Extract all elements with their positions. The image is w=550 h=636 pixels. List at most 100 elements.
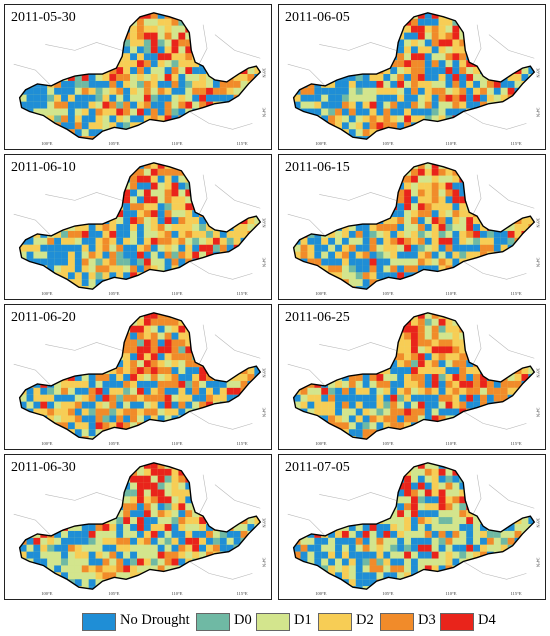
drought-cell [144, 293, 151, 299]
drought-cell [268, 40, 271, 47]
drought-cell [542, 312, 545, 319]
drought-cell [164, 74, 172, 81]
drought-cell [116, 32, 124, 40]
x-tick-label: 115°E [237, 141, 248, 146]
drought-cell [102, 272, 110, 280]
drought-cell [206, 230, 213, 238]
drought-cell [362, 387, 370, 395]
drought-cell [480, 318, 487, 326]
drought-cell [431, 74, 439, 81]
drought-cell [130, 429, 138, 437]
drought-cell [143, 210, 151, 218]
drought-cell [528, 312, 535, 319]
drought-cell [26, 53, 34, 61]
drought-cell [199, 25, 207, 33]
drought-cell [390, 332, 398, 340]
drought-cell [261, 169, 268, 176]
drought-cell [26, 272, 34, 280]
drought-cell [220, 143, 227, 149]
drought-cell [206, 74, 213, 81]
drought-cell [424, 353, 432, 361]
drought-cell [233, 32, 241, 40]
drought-cell [514, 25, 522, 33]
drought-cell [137, 203, 144, 211]
drought-cell [109, 318, 117, 326]
drought-cell [424, 94, 432, 102]
drought-cell [74, 80, 82, 88]
drought-cell [233, 237, 241, 245]
drought-cell [300, 272, 308, 280]
drought-cell [220, 443, 227, 449]
drought-cell [348, 244, 356, 252]
drought-cell [508, 5, 515, 12]
drought-cell [355, 101, 363, 109]
drought-cell [300, 332, 308, 340]
drought-cell [287, 436, 294, 443]
drought-cell [88, 230, 96, 238]
drought-cell [233, 25, 241, 33]
drought-cell [247, 155, 254, 162]
drought-cell [355, 18, 363, 26]
drought-cell [280, 429, 287, 436]
drought-cell [144, 443, 151, 449]
drought-cell [424, 162, 432, 169]
drought-cell [383, 12, 391, 19]
drought-cell [171, 279, 179, 287]
drought-cell [424, 25, 432, 33]
drought-cell [47, 182, 55, 190]
drought-cell [280, 74, 287, 81]
drought-cell [466, 32, 474, 40]
drought-cell [226, 244, 234, 252]
drought-cell [390, 32, 398, 40]
drought-cell [411, 380, 418, 388]
drought-cell [452, 122, 460, 130]
drought-cell [157, 237, 165, 245]
drought-cell [185, 182, 193, 190]
drought-cell [54, 325, 62, 333]
drought-cell [328, 25, 336, 33]
drought-cell [19, 401, 27, 409]
drought-cell [226, 129, 234, 137]
drought-cell [61, 380, 68, 388]
drought-cell [404, 339, 412, 347]
drought-cell [452, 60, 460, 68]
drought-cell [178, 312, 186, 319]
drought-cell [438, 251, 446, 259]
x-tick-label: 115°E [511, 141, 522, 146]
drought-cell [54, 94, 62, 102]
drought-cell [383, 94, 391, 102]
drought-cell [445, 244, 453, 252]
drought-cell [109, 168, 117, 176]
drought-cell [192, 325, 200, 333]
drought-cell [397, 189, 405, 197]
drought-cell [261, 33, 268, 40]
drought-cell [493, 12, 501, 19]
drought-cell [26, 94, 34, 102]
drought-cell [500, 387, 508, 395]
drought-cell [493, 129, 501, 137]
drought-cell [445, 203, 453, 211]
drought-cell [287, 196, 294, 203]
drought-cell [487, 293, 494, 299]
drought-cell [88, 101, 96, 109]
drought-cell [542, 259, 545, 266]
drought-cell [206, 5, 213, 12]
drought-cell [390, 318, 398, 326]
drought-cell [452, 80, 460, 88]
drought-cell [424, 380, 432, 388]
drought-cell [280, 333, 287, 340]
drought-cell [26, 175, 34, 183]
drought-cell [130, 415, 138, 423]
drought-cell [137, 367, 144, 375]
drought-cell [459, 80, 467, 88]
drought-cell [219, 332, 227, 340]
drought-cell [47, 244, 55, 252]
drought-cell [314, 175, 322, 183]
drought-cell [206, 279, 213, 287]
drought-cell [280, 245, 287, 252]
drought-cell [233, 312, 241, 319]
drought-cell [335, 429, 342, 437]
drought-cell [542, 367, 545, 374]
drought-cell [321, 353, 329, 361]
drought-cell [293, 279, 301, 287]
